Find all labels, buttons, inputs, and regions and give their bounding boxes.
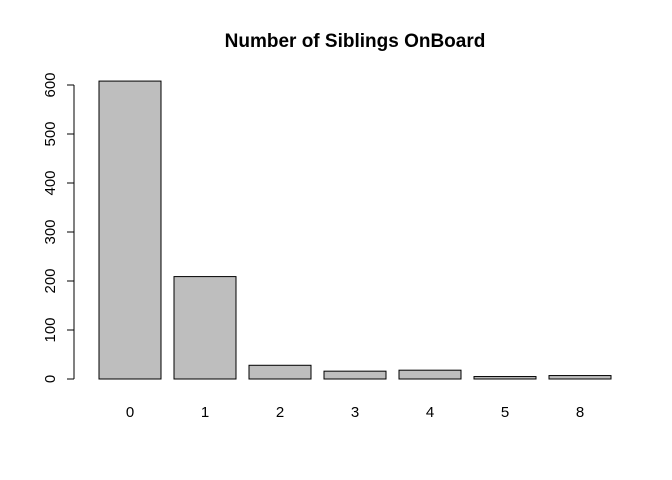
y-tick-label: 0 [42,375,59,383]
bar-2 [248,364,312,380]
bar-5 [473,376,537,380]
x-tick-label: 3 [351,404,359,421]
y-tick-label: 100 [42,317,59,342]
x-tick-label: 2 [276,404,284,421]
y-tick-label: 600 [42,72,59,97]
chart-title: Number of Siblings OnBoard [225,31,486,52]
y-tick-label: 200 [42,268,59,293]
bar-4 [398,369,462,380]
bar-8 [548,375,612,380]
y-tick-label: 400 [42,170,59,195]
y-axis: 0 100 200 300 400 500 600 [42,72,75,383]
x-tick-label: 0 [126,404,134,421]
x-tick-label: 8 [576,404,584,421]
x-tick-label: 1 [201,404,209,421]
x-tick-label: 5 [501,404,509,421]
bars [98,80,612,380]
bar-0 [98,80,162,380]
bar-1 [173,276,237,380]
y-tick-label: 500 [42,121,59,146]
x-axis-labels: 0 1 2 3 4 5 8 [126,404,584,421]
x-tick-label: 4 [426,404,434,421]
bar-3 [323,370,387,380]
y-tick-label: 300 [42,219,59,244]
